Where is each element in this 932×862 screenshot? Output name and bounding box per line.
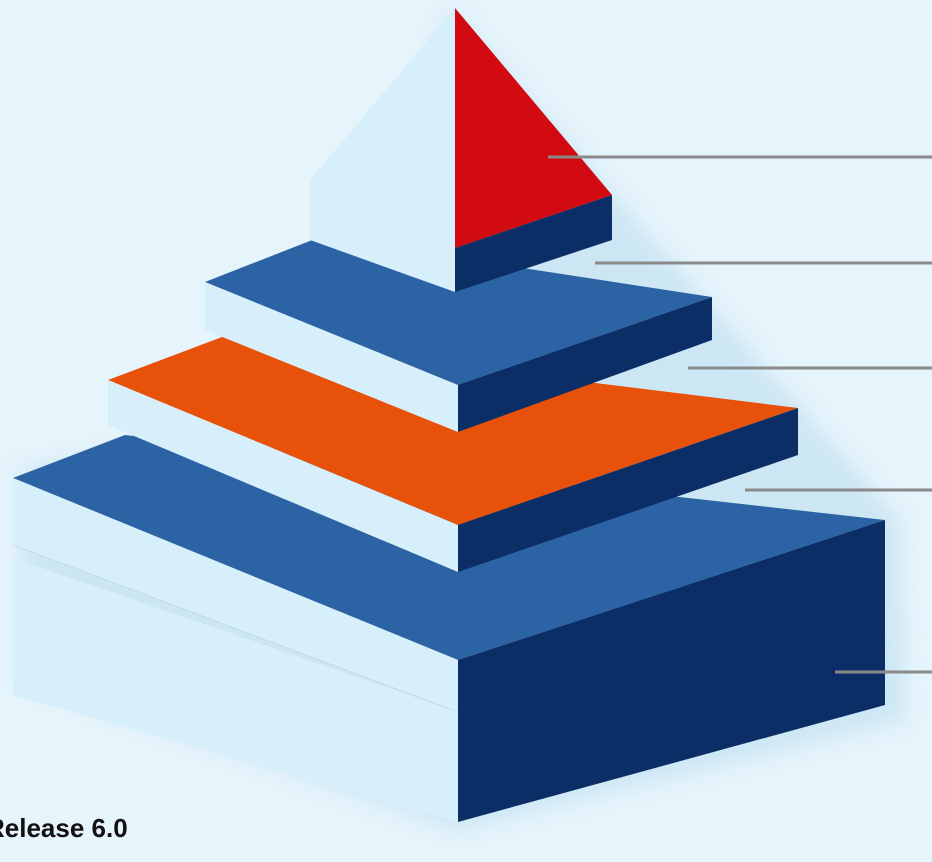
peak-left-face bbox=[310, 8, 455, 292]
tier-2-top-face bbox=[205, 237, 712, 385]
tier-1-peak bbox=[310, 8, 612, 292]
tier-3-right-face bbox=[458, 408, 798, 572]
peak-red-face bbox=[455, 8, 612, 248]
leader-lines bbox=[548, 155, 932, 674]
release-label: Release 6.0 bbox=[0, 813, 128, 843]
tier-3-orange bbox=[108, 337, 798, 572]
tier-2-right-face bbox=[458, 297, 712, 432]
tier-3-left-face bbox=[108, 380, 458, 572]
tier-5-left-face bbox=[13, 558, 458, 822]
tier-4-left-face bbox=[13, 478, 458, 712]
tier-4-right-face bbox=[458, 520, 885, 712]
tier-5-right-face bbox=[458, 590, 885, 822]
peak-navy-face bbox=[455, 195, 612, 292]
tier-3-top-face bbox=[108, 337, 798, 525]
tier-2-blue bbox=[205, 237, 712, 432]
tier-2-left-face bbox=[205, 282, 458, 432]
